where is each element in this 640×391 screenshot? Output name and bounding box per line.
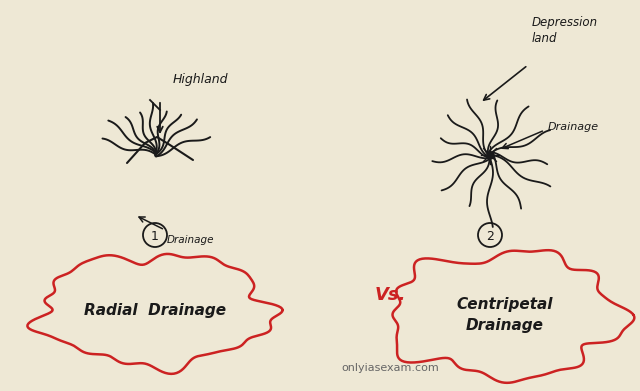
Text: Vs.: Vs.: [374, 286, 406, 304]
Text: Centripetal
Drainage: Centripetal Drainage: [457, 297, 553, 333]
Text: Drainage: Drainage: [167, 235, 214, 245]
Text: 1: 1: [151, 230, 159, 242]
Text: Radial  Drainage: Radial Drainage: [84, 303, 226, 317]
Text: 2: 2: [486, 230, 494, 242]
Text: Depression
land: Depression land: [532, 16, 598, 45]
Text: Highland: Highland: [173, 74, 228, 86]
Text: onlyiasexam.com: onlyiasexam.com: [341, 363, 439, 373]
Text: Drainage: Drainage: [548, 122, 599, 132]
